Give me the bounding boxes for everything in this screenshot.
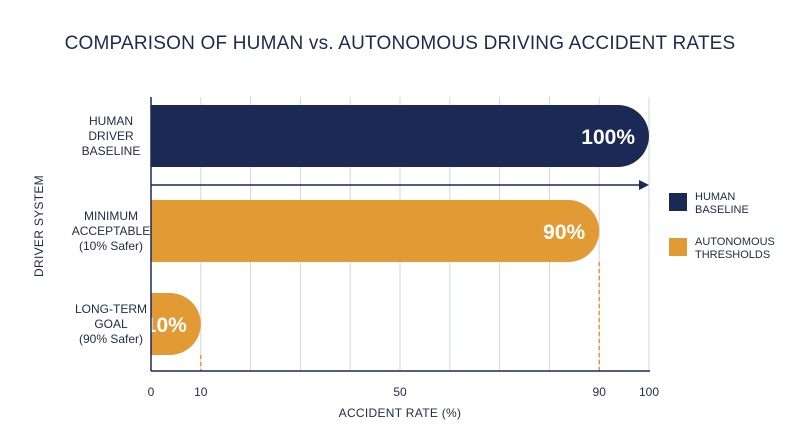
bar-2 xyxy=(151,199,600,262)
category-label-2-line-2: ACCEPTABLE xyxy=(72,224,150,238)
legend-swatch-autonomous xyxy=(669,238,687,256)
legend-label-human-line-2: BASELINE xyxy=(695,204,749,216)
bar-2-value-label: 90% xyxy=(543,221,585,244)
category-label-2-line-3: (10% Safer) xyxy=(79,239,143,253)
category-label-1-line-2: DRIVER xyxy=(88,129,134,143)
x-tick-label-10: 10 xyxy=(194,385,208,399)
chart-title: COMPARISON OF HUMAN vs. AUTONOMOUS DRIVI… xyxy=(65,33,736,54)
bar-1-value-label: 100% xyxy=(581,126,635,149)
legend-swatch-human xyxy=(669,193,687,211)
x-tick-label-100: 100 xyxy=(639,385,659,399)
legend-label-autonomous-line-2: THRESHOLDS xyxy=(695,249,770,261)
x-axis-title: ACCIDENT RATE (%) xyxy=(339,406,462,420)
x-tick-label-90: 90 xyxy=(593,385,607,399)
bar-1 xyxy=(151,105,649,167)
category-label-1-line-1: HUMAN xyxy=(89,114,133,128)
category-label-2-line-1: MINIMUM xyxy=(84,209,138,223)
bar-3 xyxy=(151,293,201,355)
category-label-3-line-1: LONG-TERM xyxy=(75,302,147,316)
bar-3-value-label: 10% xyxy=(145,314,187,337)
legend-label-autonomous-line-1: AUTONOMOUS xyxy=(695,236,775,248)
y-axis-title: DRIVER SYSTEM xyxy=(32,175,46,277)
category-label-3-line-3: (90% Safer) xyxy=(79,332,143,346)
category-label-1-line-3: BASELINE xyxy=(82,144,141,158)
bar-layer: 100% 90% 10% xyxy=(145,105,649,371)
comparison-arrow-head xyxy=(639,180,649,190)
x-tick-label-0: 0 xyxy=(148,385,155,399)
x-tick-label-50: 50 xyxy=(393,385,407,399)
legend-label-human-line-1: HUMAN xyxy=(695,191,735,203)
category-label-3-line-2: GOAL xyxy=(94,317,128,331)
